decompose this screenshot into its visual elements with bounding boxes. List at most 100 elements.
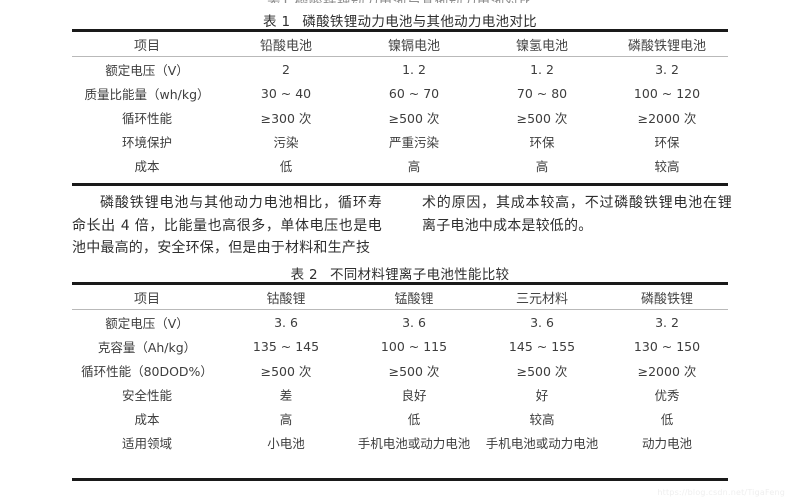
cell-value: 70 ~ 80 bbox=[516, 85, 568, 101]
body-text-columns: 磷酸铁锂电池与其他动力电池相比，循环寿命长出 4 倍，比能量也高很多，单体电压也… bbox=[72, 192, 732, 260]
cell-value: 3. 2 bbox=[655, 314, 679, 330]
table-row: 额定电压（V） 2 1. 2 1. 2 3. 2 bbox=[72, 57, 728, 81]
cell-value: 环保 bbox=[654, 134, 680, 150]
table2-header-rule bbox=[72, 309, 728, 310]
row-label: 适用领域 bbox=[121, 435, 172, 451]
table2-col-header: 锰酸锂 bbox=[394, 292, 434, 307]
cell-value: 好 bbox=[535, 387, 549, 403]
cell-value: 手机电池或动力电池 bbox=[485, 435, 599, 451]
table2-bottom-rule bbox=[72, 477, 728, 481]
cell-value: ≥500 次 bbox=[516, 110, 568, 126]
table-row: 成本 高 低 较高 低 bbox=[72, 406, 728, 430]
cell-value: ≥300 次 bbox=[260, 110, 312, 126]
cell-value: ≥2000 次 bbox=[637, 110, 697, 126]
cell-value: 污染 bbox=[273, 134, 299, 150]
cell-value: 2 bbox=[282, 61, 290, 77]
cell-value: 较高 bbox=[529, 411, 555, 427]
cell-value: 3. 6 bbox=[274, 314, 298, 330]
row-label: 克容量（Ah/kg） bbox=[97, 339, 197, 355]
table2-caption-number: 表 2 bbox=[290, 267, 318, 283]
cell-value: 动力电池 bbox=[641, 435, 692, 451]
table1-col-header: 项目 bbox=[133, 39, 160, 54]
table2-caption-text: 不同材料锂离子电池性能比较 bbox=[329, 267, 510, 283]
table2-header-row: 项目 钴酸锂 锰酸锂 三元材料 磷酸铁锂 bbox=[72, 285, 728, 310]
clipped-top-line: 表1 磷酸铁锂动力电池与其他动力电池对比 bbox=[72, 0, 728, 3]
table-row: 适用领域 小电池 手机电池或动力电池 手机电池或动力电池 动力电池 bbox=[72, 430, 728, 454]
table-lithium-material-comparison: 项目 钴酸锂 锰酸锂 三元材料 磷酸铁锂 额定电压（V） 3. 6 3. 6 3… bbox=[72, 285, 728, 454]
cell-value: 良好 bbox=[401, 387, 427, 403]
table1-header-row: 项目 铅酸电池 镍镉电池 镍氢电池 磷酸铁锂电池 bbox=[72, 32, 728, 57]
cell-value: 较高 bbox=[654, 158, 680, 174]
row-label: 额定电压（V） bbox=[105, 62, 189, 78]
table1-caption-text: 磷酸铁锂动力电池与其他动力电池对比 bbox=[302, 14, 537, 30]
row-label: 循环性能（80DOD%） bbox=[81, 363, 213, 379]
table-row: 环境保护 污染 严重污染 环保 环保 bbox=[72, 129, 728, 153]
table1-top-rule bbox=[72, 29, 728, 33]
cell-value: 低 bbox=[660, 411, 674, 427]
cell-value: 3. 2 bbox=[655, 61, 679, 77]
table1-col-header: 镍氢电池 bbox=[515, 39, 568, 54]
table2-col-header: 三元材料 bbox=[515, 292, 568, 307]
table1-col-header: 磷酸铁锂电池 bbox=[627, 39, 706, 54]
row-label: 安全性能 bbox=[121, 387, 172, 403]
table-row: 额定电压（V） 3. 6 3. 6 3. 6 3. 2 bbox=[72, 310, 728, 334]
table-row: 质量比能量（wh/kg） 30 ~ 40 60 ~ 70 70 ~ 80 100… bbox=[72, 81, 728, 105]
table2-top-rule bbox=[72, 282, 728, 286]
table-row: 安全性能 差 良好 好 优秀 bbox=[72, 382, 728, 406]
cell-value: 低 bbox=[279, 158, 293, 174]
body-column-left: 磷酸铁锂电池与其他动力电池相比，循环寿命长出 4 倍，比能量也高很多，单体电压也… bbox=[72, 192, 382, 260]
cell-value: 60 ~ 70 bbox=[388, 85, 440, 101]
cell-value: 130 ~ 150 bbox=[633, 338, 701, 354]
table1-caption: 表 1 磷酸铁锂动力电池与其他动力电池对比 bbox=[72, 10, 728, 30]
cell-value: 3. 6 bbox=[402, 314, 426, 330]
row-label: 循环性能 bbox=[121, 110, 172, 126]
cell-value: 135 ~ 145 bbox=[252, 338, 320, 354]
table-row: 循环性能 ≥300 次 ≥500 次 ≥500 次 ≥2000 次 bbox=[72, 105, 728, 129]
body-paragraph-right: 术的原因，其成本较高，不过磷酸铁锂电池在锂离子电池中成本是较低的。 bbox=[422, 195, 732, 234]
row-label: 成本 bbox=[134, 411, 160, 427]
table1-caption-number: 表 1 bbox=[263, 14, 291, 30]
cell-value: 100 ~ 115 bbox=[380, 338, 448, 354]
cell-value: 环保 bbox=[529, 134, 555, 150]
table2-caption: 表 2 不同材料锂离子电池性能比较 bbox=[72, 263, 728, 283]
cell-value: 高 bbox=[279, 411, 293, 427]
table2-col-header: 钴酸锂 bbox=[266, 292, 306, 307]
cell-value: ≥500 次 bbox=[516, 363, 568, 379]
cell-value: 低 bbox=[407, 411, 421, 427]
watermark: https://blog.csdn.net/TigaFeng bbox=[657, 488, 785, 497]
cell-value: ≥2000 次 bbox=[637, 363, 697, 379]
row-label: 环境保护 bbox=[121, 134, 172, 150]
cell-value: 手机电池或动力电池 bbox=[357, 435, 471, 451]
table-row: 克容量（Ah/kg） 135 ~ 145 100 ~ 115 145 ~ 155… bbox=[72, 334, 728, 358]
table2-col-header: 项目 bbox=[133, 292, 160, 307]
table1-col-header: 铅酸电池 bbox=[259, 39, 312, 54]
cell-value: 优秀 bbox=[654, 387, 680, 403]
table2-col-header: 磷酸铁锂 bbox=[640, 292, 693, 307]
cell-value: 1. 2 bbox=[402, 61, 426, 77]
cell-value: 3. 6 bbox=[530, 314, 554, 330]
body-paragraph-left: 磷酸铁锂电池与其他动力电池相比，循环寿命长出 4 倍，比能量也高很多，单体电压也… bbox=[72, 195, 382, 256]
row-label: 成本 bbox=[134, 158, 160, 174]
cell-value: 1. 2 bbox=[530, 61, 554, 77]
table-battery-comparison: 项目 铅酸电池 镍镉电池 镍氢电池 磷酸铁锂电池 额定电压（V） 2 1. 2 … bbox=[72, 32, 728, 177]
table1-bottom-rule bbox=[72, 182, 728, 186]
cell-value: 高 bbox=[407, 158, 421, 174]
row-label: 额定电压（V） bbox=[105, 315, 189, 331]
row-label: 质量比能量（wh/kg） bbox=[84, 86, 210, 102]
cell-value: ≥500 次 bbox=[388, 363, 440, 379]
table1-col-header: 镍镉电池 bbox=[387, 39, 440, 54]
table-row: 循环性能（80DOD%） ≥500 次 ≥500 次 ≥500 次 ≥2000 … bbox=[72, 358, 728, 382]
cell-value: 145 ~ 155 bbox=[508, 338, 576, 354]
cell-value: 差 bbox=[279, 387, 293, 403]
cell-value: ≥500 次 bbox=[260, 363, 312, 379]
cell-value: 高 bbox=[535, 158, 549, 174]
table1-header-rule bbox=[72, 56, 728, 57]
cell-value: ≥500 次 bbox=[388, 110, 440, 126]
cell-value: 100 ~ 120 bbox=[633, 85, 701, 101]
cell-value: 小电池 bbox=[267, 435, 305, 451]
cell-value: 严重污染 bbox=[388, 134, 439, 150]
cell-value: 30 ~ 40 bbox=[260, 85, 312, 101]
body-column-right: 术的原因，其成本较高，不过磷酸铁锂电池在锂离子电池中成本是较低的。 bbox=[422, 192, 732, 260]
table-row: 成本 低 高 高 较高 bbox=[72, 153, 728, 177]
